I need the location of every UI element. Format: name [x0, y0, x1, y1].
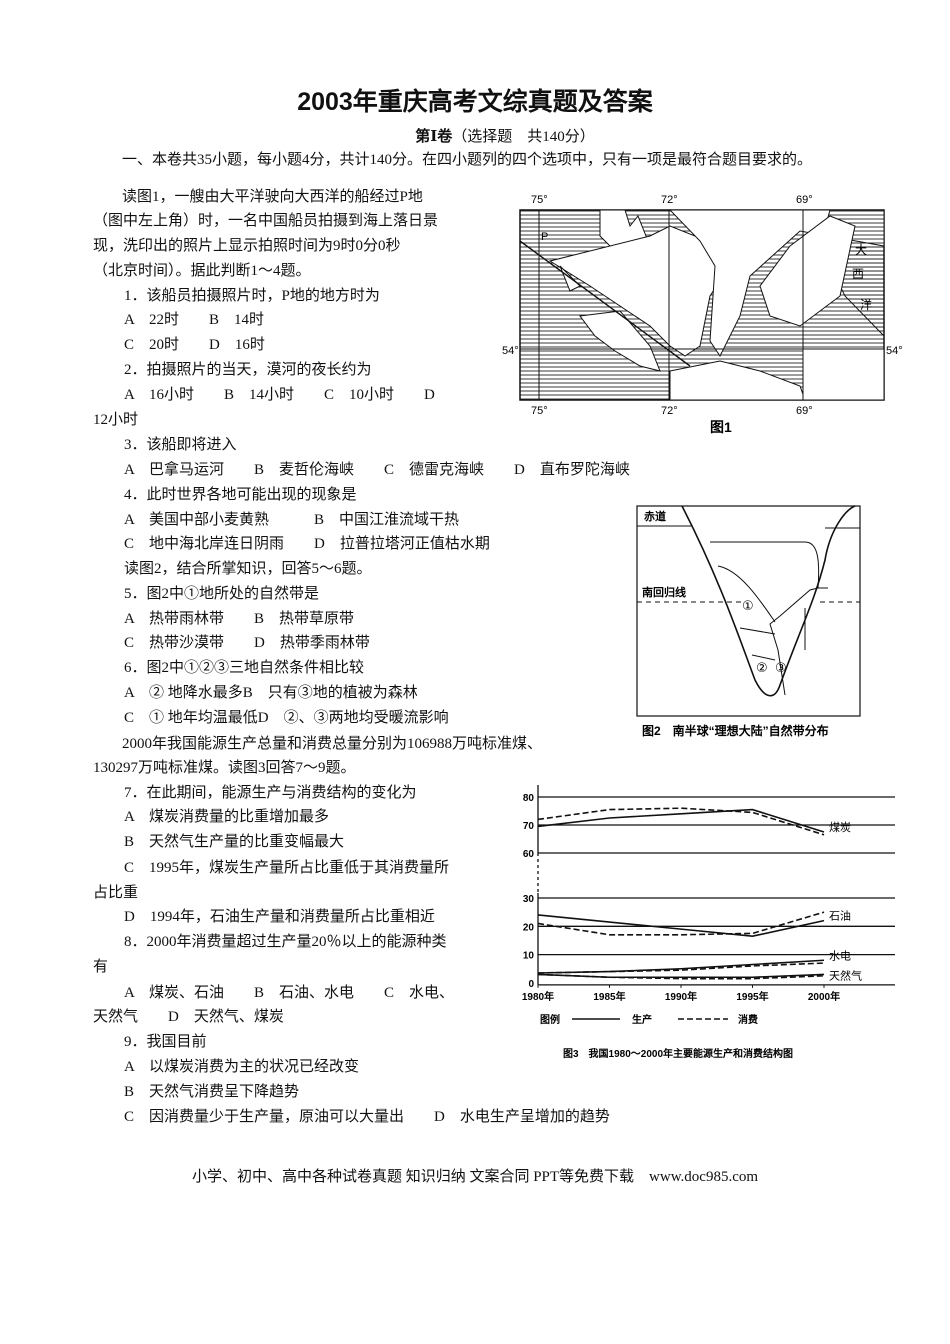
text-line: B 天然气消费呈下降趋势 [124, 1084, 300, 1100]
lon-label: 75° [531, 405, 548, 417]
ocean-label: 洋 [860, 297, 872, 312]
text-line: 有 [93, 959, 109, 975]
section-part: 第Ⅰ卷 [415, 129, 453, 145]
lon-label: 72° [661, 405, 678, 417]
text-line: C 20时 D 16时 [124, 337, 265, 353]
footer: 小学、初中、高中各种试卷真题 知识归纳 文案合同 PPT等免费下载 www.do… [191, 1169, 759, 1185]
text-line: 12小时 [93, 412, 139, 428]
text-line: 读图2，结合所掌知识，回答5～6题。 [124, 561, 372, 577]
figure-1-caption: 图1 [710, 419, 732, 435]
text-line: 4．此时世界各地可能出现的现象是 [124, 487, 357, 503]
figure-2-diagram: 赤道 南回归线 ① ② ③ 图2 南半球“理想大陆”自然带分布 [636, 505, 861, 738]
y-tick-label: 0 [528, 979, 534, 990]
text-line: B 天然气生产量的比重变幅最大 [124, 834, 345, 850]
ship-route [519, 240, 691, 367]
lat-label: 54° [886, 345, 903, 357]
series-label: 水电 [829, 949, 851, 962]
text-line: 占比重 [93, 885, 139, 901]
text-line: 1．该船员拍摄照片时，P地的地方时为 [124, 288, 380, 304]
series-line-consumption [537, 962, 825, 974]
text-line: 2000年我国能源生产总量和消费总量分别为106988万吨标准煤、 [122, 736, 543, 752]
series-label: 天然气 [829, 968, 862, 982]
lon-label: 69° [796, 405, 813, 417]
tropic-label: 南回归线 [642, 585, 686, 599]
text-line: （北京时间）。据此判断1～4题。 [93, 263, 311, 279]
text-line: C 因消费量少于生产量，原油可以大量出 D 水电生产呈增加的趋势 [124, 1109, 610, 1125]
y-tick-label: 30 [523, 894, 535, 905]
series-line-consumption [537, 973, 825, 980]
marker-3: ③ [775, 660, 787, 675]
legend-title: 图例 [540, 1013, 560, 1026]
text-line: D 1994年，石油生产量和消费量所占比重相近 [124, 909, 435, 925]
lat-label: 54° [502, 345, 519, 357]
land-mass [579, 310, 661, 372]
land-mass [669, 360, 806, 401]
legend-production: 生产 [632, 1013, 652, 1026]
text-line: A 以煤炭消费为主的状况已经改变 [124, 1059, 360, 1075]
x-tick-label: 1990年 [665, 990, 697, 1003]
text-line: 3．该船即将进入 [124, 437, 237, 453]
series-label: 石油 [829, 909, 851, 923]
y-tick-label: 80 [523, 793, 535, 804]
text-line: 天然气 D 天然气、煤炭 [93, 1009, 284, 1025]
lon-label: 75° [531, 194, 548, 206]
land-mass [802, 348, 885, 401]
series-line-consumption [537, 911, 825, 936]
series-line-consumption [537, 807, 825, 836]
text-line: 2．拍摄照片的当天，漠河的夜长约为 [124, 362, 372, 378]
x-tick-label: 1985年 [593, 990, 625, 1003]
text-line: C ① 地年均温最低D ②、③两地均受暖流影响 [124, 710, 449, 726]
text-line: （图中左上角）时，一名中国船员拍摄到海上落日景 [93, 213, 439, 229]
series-line-production [537, 959, 825, 974]
y-tick-label: 20 [523, 922, 535, 933]
section-desc: （选择题 共140分） [452, 129, 595, 145]
text-line: C 地中海北岸连日阴雨 D 拉普拉塔河正值枯水期 [124, 536, 490, 552]
text-line: C 1995年，煤炭生产量所占比重低于其消费量所 [124, 860, 450, 876]
section-heading: 第Ⅰ卷（选择题 共140分） [0, 125, 950, 146]
point-p-label: P [541, 231, 548, 243]
instructions: 一、本卷共35小题，每小题4分，共计140分。在四小题列的四个选项中，只有一项是… [122, 152, 813, 168]
lon-label: 69° [796, 194, 813, 206]
x-tick-label: 1980年 [522, 990, 554, 1003]
y-tick-label: 70 [523, 821, 535, 832]
text-line: 读图1，一艘由大平洋驶向大西洋的船经过P地 [122, 189, 423, 205]
text-line: 7．在此期间，能源生产与消费结构的变化为 [124, 785, 417, 801]
text-line: A 美国中部小麦黄熟 B 中国江淮流域干热 [124, 512, 460, 528]
text-line: A 巴拿马运河 B 麦哲伦海峡 C 德雷克海峡 D 直布罗陀海峡 [124, 462, 630, 478]
text-line: A 煤炭、石油 B 石油、水电 C 水电、 [124, 985, 455, 1001]
figure-3-chart: 60 70 80 0 10 20 30 1980年 1985年 1990年 1995年 2000年 煤炭… [522, 785, 895, 1060]
text-line: 6．图2中①②③三地自然条件相比较 [124, 660, 365, 676]
page-title: 2003年重庆高考文综真题及答案 [297, 88, 653, 116]
marker-2: ② [756, 660, 768, 675]
legend-consumption: 消费 [738, 1013, 758, 1026]
text-line: A 22时 B 14时 [124, 312, 265, 328]
figure-2-caption: 图2 南半球“理想大陆”自然带分布 [642, 723, 829, 738]
y-tick-label: 60 [523, 849, 535, 860]
text-line: A 煤炭消费量的比重增加最多 [124, 809, 330, 825]
land-mass [548, 225, 731, 357]
text-line: 现，洗印出的照片上显示拍照时间为9时0分0秒 [93, 238, 401, 254]
x-tick-label: 2000年 [808, 990, 840, 1003]
ocean-label: 西 [852, 267, 864, 281]
text-line: 8．2000年消费量超过生产量20％以上的能源种类 [124, 934, 447, 950]
figure-1-map: 75° 72° 69° 75° 72° 69° 54° 54° P 大 西 洋 … [502, 194, 903, 435]
text-line: 130297万吨标准煤。读图3回答7～9题。 [93, 760, 356, 776]
lon-label: 72° [661, 194, 678, 206]
marker-1: ① [742, 598, 754, 613]
ocean-label: 大 [855, 243, 867, 257]
x-tick-label: 1995年 [736, 990, 768, 1003]
text-line: A 热带雨林带 B 热带草原带 [124, 611, 355, 627]
y-tick-label: 10 [523, 951, 535, 962]
text-line: C 热带沙漠带 D 热带季雨林带 [124, 635, 370, 651]
equator-label: 赤道 [644, 509, 666, 523]
series-label: 煤炭 [829, 821, 851, 834]
chart-title: 图3 我国1980～2000年主要能源生产和消费结构图 [563, 1047, 793, 1060]
text-line: 5．图2中①地所处的自然带是 [124, 586, 320, 602]
text-line: A 16小时 B 14小时 C 10小时 D [124, 387, 435, 403]
text-line: A ② 地降水最多B 只有③地的植被为森林 [124, 685, 418, 701]
text-line: 9．我国目前 [124, 1034, 207, 1050]
land-mass [759, 215, 856, 327]
